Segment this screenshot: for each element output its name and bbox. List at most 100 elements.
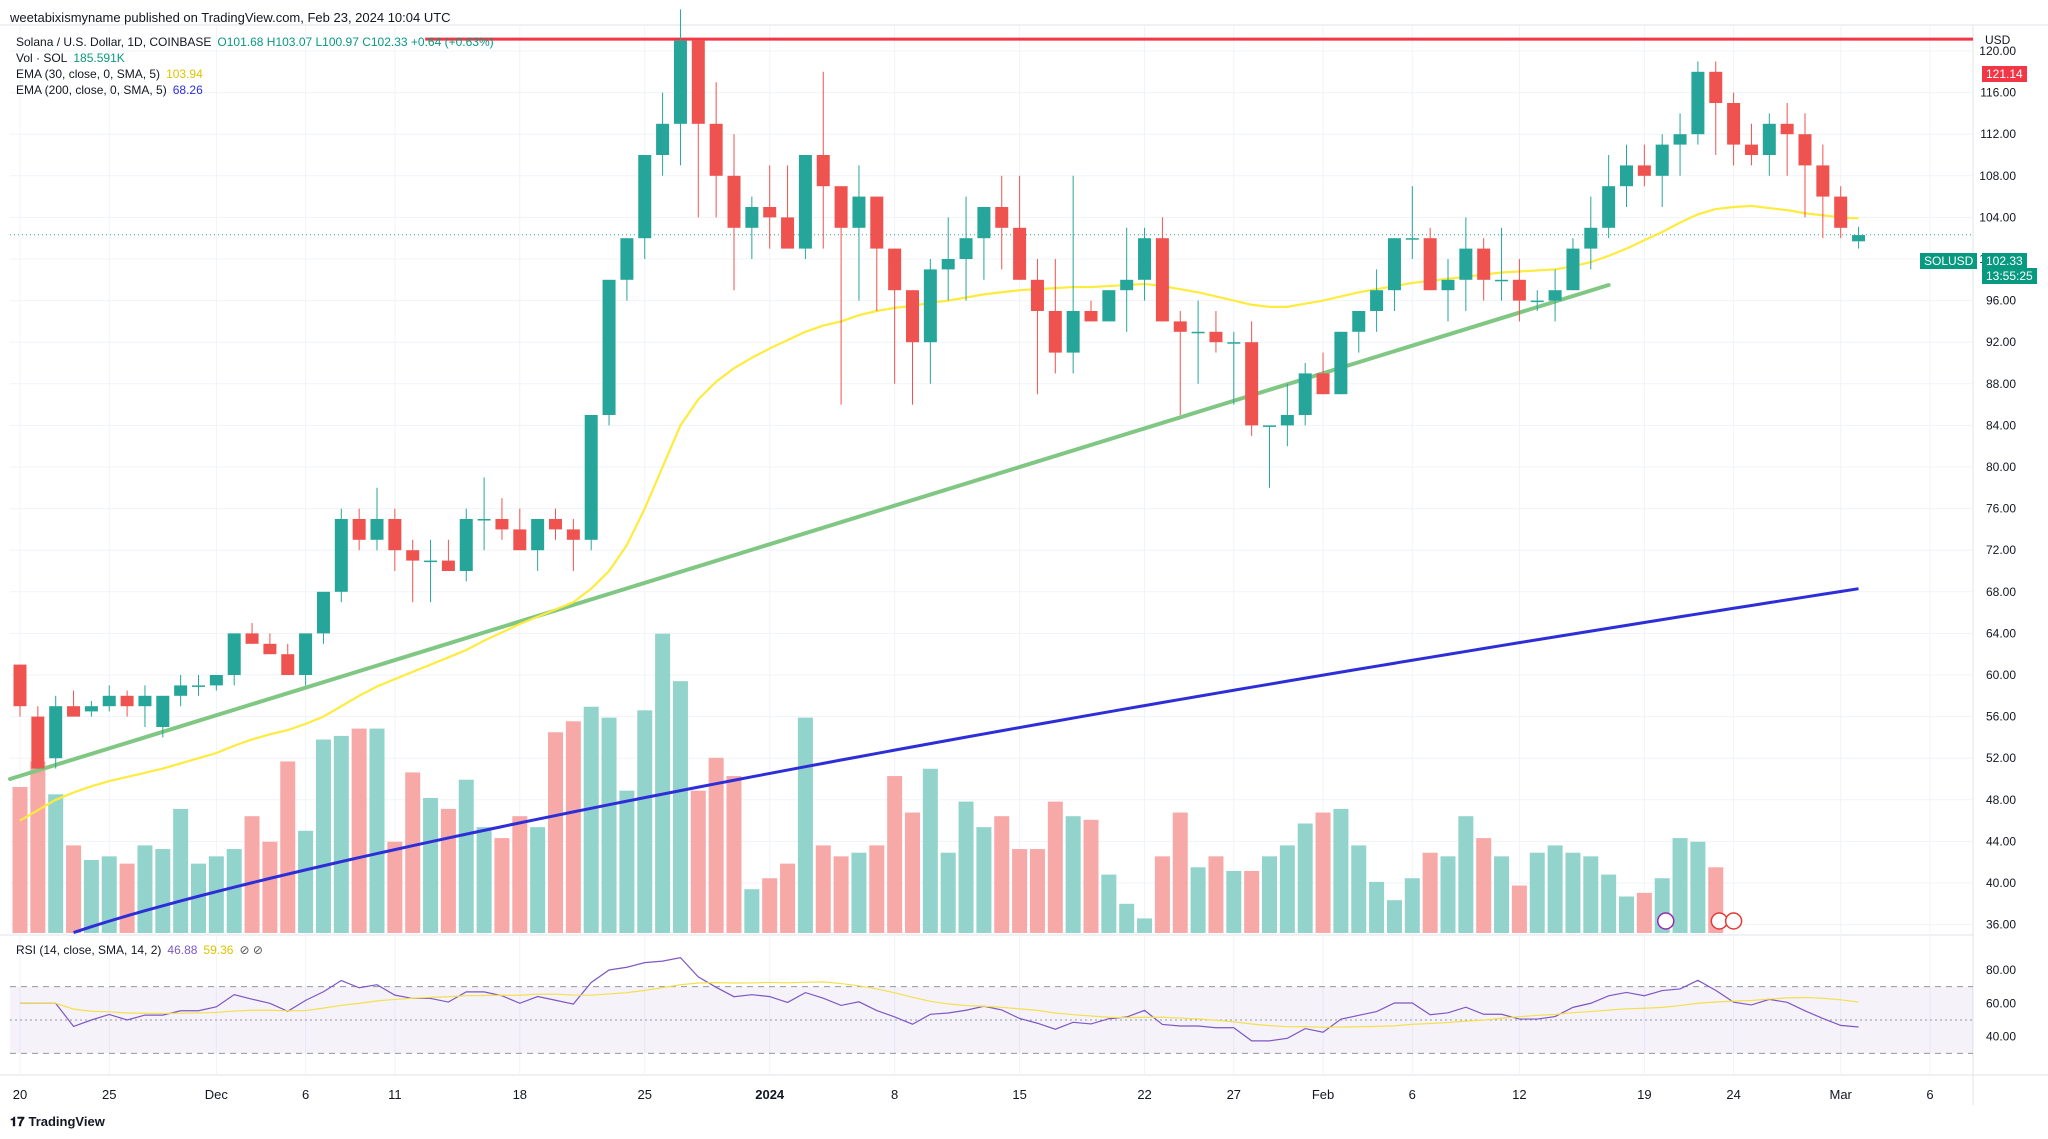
tradingview-logo[interactable]: 𝟏𝟕 TradingView <box>10 1114 105 1130</box>
volume-bar <box>1494 856 1510 933</box>
volume-bars <box>12 633 1724 933</box>
volume-bar <box>423 797 439 933</box>
volume-bar <box>244 816 260 933</box>
candle-body <box>263 643 277 655</box>
candle-body <box>816 155 830 187</box>
candle-body <box>334 519 348 592</box>
candle-body <box>316 591 330 634</box>
volume-bar <box>672 681 688 933</box>
rsi-tick-label: 40.00 <box>1986 1030 2016 1044</box>
price-tick-label: 120.00 <box>1979 44 2016 58</box>
volume-bar <box>780 863 796 933</box>
candle-body <box>1263 425 1276 427</box>
time-tick-label: 20 <box>13 1087 27 1102</box>
candle-body <box>1834 196 1848 228</box>
volume-bar <box>1511 885 1527 933</box>
volume-bar <box>173 808 189 933</box>
rsi-label[interactable]: RSI (14, close, SMA, 14, 2) <box>16 943 162 957</box>
ema200-label[interactable]: EMA (200, close, 0, SMA, 5) <box>16 83 167 97</box>
event-markers[interactable] <box>1657 912 1743 930</box>
volume-bar <box>1244 870 1260 933</box>
volume-bar <box>1619 896 1634 933</box>
time-tick-label: 18 <box>513 1087 527 1102</box>
price-tick-label: 44.00 <box>1986 834 2016 848</box>
ema30-label[interactable]: EMA (30, close, 0, SMA, 5) <box>16 67 161 81</box>
event-flag-icon[interactable] <box>1724 912 1743 930</box>
ema200-value: 68.26 <box>172 83 203 97</box>
candle-body <box>727 175 741 228</box>
candle-body <box>870 196 884 249</box>
price-tick-label: 92.00 <box>1986 335 2016 349</box>
candle-body <box>1762 123 1776 155</box>
volume-bar <box>226 849 242 933</box>
price-tick-label: 64.00 <box>1986 626 2016 640</box>
rsi-icons[interactable]: ⊘ ⊘ <box>239 943 263 957</box>
ema200-legend: EMA (200, close, 0, SMA, 5) 68.26 <box>16 83 209 97</box>
candle-body <box>1048 311 1062 353</box>
volume-bar <box>1101 874 1117 933</box>
event-flash-icon[interactable] <box>1657 912 1675 930</box>
candle-body <box>513 529 527 551</box>
volume-bar <box>833 856 849 933</box>
volume-bar <box>601 717 617 933</box>
tradingview-wordmark: TradingView <box>28 1114 105 1129</box>
publisher-line: weetabixismyname published on TradingVie… <box>10 10 451 25</box>
volume-bar <box>333 735 349 933</box>
candle-body <box>1227 342 1241 344</box>
candle-body <box>49 706 63 759</box>
time-tick-label: 2024 <box>755 1087 785 1102</box>
volume-bar <box>48 794 64 933</box>
candle-body <box>192 685 205 687</box>
candle-body <box>888 248 902 291</box>
volume-bar <box>1476 838 1492 933</box>
currency-label[interactable]: USD <box>1985 33 2011 47</box>
rsi-ma-value: 59.36 <box>203 943 234 957</box>
volume-bar <box>83 860 99 933</box>
volume-bar <box>1315 812 1331 933</box>
symbol-legend: Solana / U.S. Dollar, 1D, COINBASE O101.6… <box>16 35 500 49</box>
volume-bar <box>1672 838 1688 933</box>
symbol-title[interactable]: Solana / U.S. Dollar, 1D, COINBASE <box>16 35 212 49</box>
volume-bar <box>66 845 82 933</box>
candle-body <box>995 207 1009 228</box>
ema-lines <box>19 204 1859 934</box>
volume-bar <box>655 633 671 933</box>
volume-label[interactable]: Vol · SOL <box>16 51 68 65</box>
volume-bar <box>922 768 938 933</box>
volume-bar <box>1404 878 1420 933</box>
ohlc-values: O101.68 H103.07 L100.97 C102.33 +0.64 (+… <box>217 35 494 49</box>
candle-body <box>1138 238 1152 280</box>
price-tick-label: 112.00 <box>1980 127 2016 141</box>
volume-bar <box>1279 845 1295 933</box>
candle-body <box>1798 134 1812 166</box>
time-tick-label: Feb <box>1312 1087 1334 1102</box>
candle-body <box>1584 227 1598 249</box>
volume-bar <box>315 739 331 933</box>
candle-body <box>977 207 991 239</box>
candle-body <box>441 560 455 571</box>
time-tick-label: 19 <box>1637 1087 1651 1102</box>
rsi-band <box>10 986 1973 1054</box>
volume-bar <box>1690 841 1706 933</box>
volume-bar <box>1297 823 1313 933</box>
volume-bar <box>548 732 563 933</box>
price-tick-label: 108.00 <box>1979 169 2016 183</box>
volume-bar <box>708 757 724 933</box>
volume-bar <box>1440 856 1456 933</box>
candle-body <box>1120 279 1134 291</box>
candle-body <box>281 654 295 675</box>
volume-bar <box>262 841 278 933</box>
volume-bar <box>1154 856 1170 933</box>
volume-bar <box>637 710 653 933</box>
volume-bar <box>1012 849 1028 933</box>
volume-bar <box>1190 867 1206 933</box>
volume-bar <box>1351 845 1367 933</box>
volume-bar <box>1547 845 1563 933</box>
volume-bar <box>994 816 1010 933</box>
candle-body <box>1548 290 1562 301</box>
volume-bar <box>1065 816 1081 933</box>
price-tick-label: 88.00 <box>1986 377 2016 391</box>
candle-body <box>1030 279 1044 311</box>
volume-bar <box>280 761 296 933</box>
